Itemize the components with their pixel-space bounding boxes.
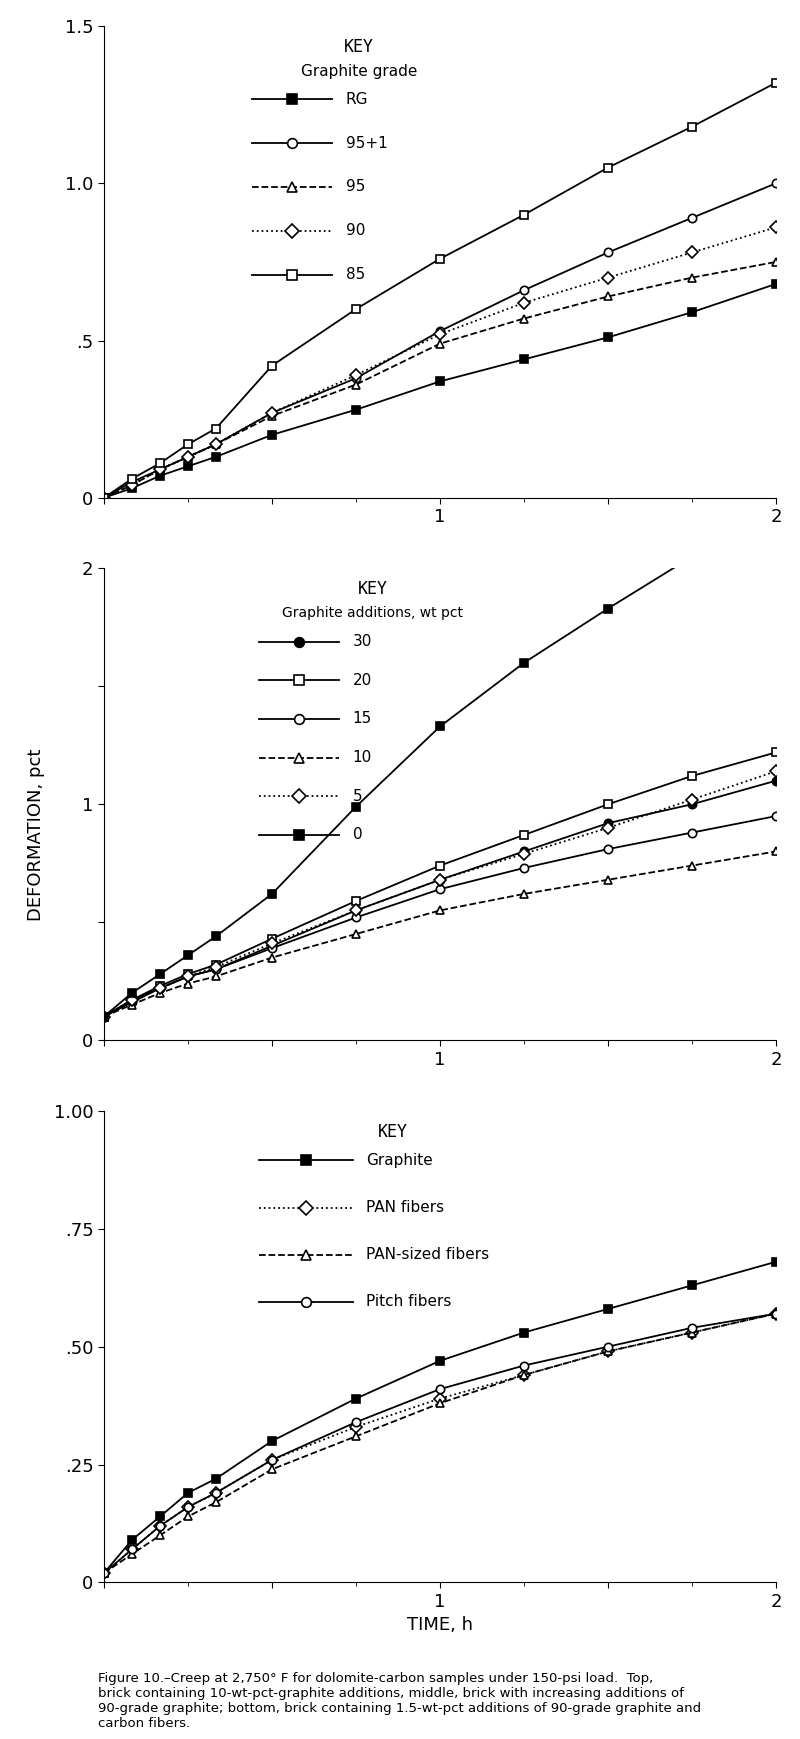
Text: Figure 10.–Creep at 2,750° F for dolomite-carbon samples under 150-psi load.  To: Figure 10.–Creep at 2,750° F for dolomit…	[98, 1673, 702, 1730]
Text: 85: 85	[346, 268, 365, 282]
Text: Graphite: Graphite	[366, 1153, 433, 1169]
Text: Graphite additions, wt pct: Graphite additions, wt pct	[282, 607, 463, 621]
Text: 95+1: 95+1	[346, 136, 388, 151]
Text: KEY: KEY	[358, 581, 388, 598]
Text: RG: RG	[346, 92, 369, 106]
Text: 5: 5	[353, 790, 362, 803]
Text: 30: 30	[353, 635, 372, 649]
Text: 20: 20	[353, 673, 372, 687]
X-axis label: TIME, h: TIME, h	[407, 1617, 473, 1635]
Text: PAN fibers: PAN fibers	[366, 1200, 444, 1216]
Text: Graphite grade: Graphite grade	[301, 64, 418, 78]
Text: DEFORMATION, pct: DEFORMATION, pct	[27, 748, 45, 922]
Text: KEY: KEY	[344, 38, 374, 56]
Text: 90: 90	[346, 223, 366, 238]
Text: 0: 0	[353, 828, 362, 842]
Text: KEY: KEY	[378, 1123, 408, 1141]
Text: PAN-sized fibers: PAN-sized fibers	[366, 1247, 490, 1263]
Text: 15: 15	[353, 711, 372, 727]
Text: 10: 10	[353, 750, 372, 765]
Text: Pitch fibers: Pitch fibers	[366, 1294, 451, 1309]
Text: 95: 95	[346, 179, 366, 195]
